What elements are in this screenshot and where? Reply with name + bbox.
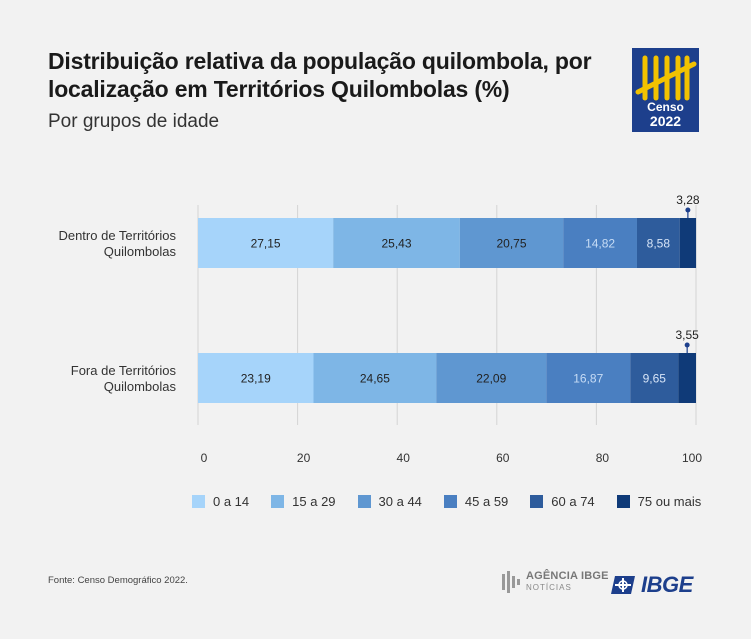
bar-segment	[636, 218, 680, 268]
legend-swatch	[530, 495, 544, 508]
bar-segment	[333, 218, 460, 268]
category-label: Fora de Territórios	[71, 363, 177, 378]
legend-item: 30 a 44	[357, 494, 422, 509]
callout-dot	[685, 207, 691, 213]
chart-title: Distribuição relativa da população quilo…	[48, 48, 592, 102]
censo-2022-logo: Censo 2022	[632, 48, 699, 132]
bar-segment	[198, 218, 334, 268]
ibge-wordmark: IBGE	[641, 572, 693, 597]
x-tick-label: 80	[596, 451, 610, 465]
category-label: Quilombolas	[104, 379, 177, 394]
bar-segment	[630, 353, 679, 403]
censo-logo-year: 2022	[650, 113, 681, 129]
legend-swatch	[192, 495, 205, 508]
legend-label: 75 ou mais	[637, 494, 702, 509]
agencia-ibge-logo: AGÊNCIA IBGE NOTÍCIAS	[500, 570, 609, 594]
legend-item: 75 ou mais	[616, 494, 702, 509]
data-label: 24,65	[360, 372, 390, 386]
x-tick-label: 0	[201, 451, 208, 465]
x-tick-label: 100	[682, 451, 702, 465]
legend-swatch	[443, 495, 457, 508]
category-label: Dentro de Territórios	[58, 228, 176, 243]
legend-label: 15 a 29	[292, 494, 336, 509]
legend-item: 0 a 14	[192, 494, 249, 509]
agencia-ibge-title: AGÊNCIA IBGE	[526, 570, 609, 582]
x-tick-label: 60	[496, 451, 510, 465]
bar-segment	[563, 218, 637, 268]
callout-dot	[684, 342, 690, 348]
legend-label: 30 a 44	[378, 494, 422, 509]
data-label: 3,55	[675, 328, 699, 342]
bar-segment	[436, 353, 547, 403]
chart-legend: 0 a 14 15 a 29 30 a 44 45 a 59 60 a 74 75 ou …	[192, 494, 723, 509]
agencia-ibge-subtitle: NOTÍCIAS	[526, 583, 572, 592]
x-tick-label: 40	[397, 451, 411, 465]
bar-segment	[546, 353, 631, 403]
bar-segment	[679, 218, 697, 268]
data-label: 8,58	[647, 237, 671, 251]
legend-swatch	[271, 495, 285, 508]
data-label: 9,65	[643, 372, 667, 386]
agencia-ibge-mark-icon	[502, 571, 520, 593]
chart-subtitle: Por grupos de idade	[48, 111, 220, 132]
legend-swatch	[357, 495, 371, 508]
data-label: 16,87	[573, 372, 603, 386]
censo-logo-word: Censo	[647, 100, 684, 114]
ibge-logo: IBGE	[609, 572, 693, 598]
data-label: 3,28	[676, 193, 700, 207]
legend-item: 45 a 59	[443, 494, 509, 509]
legend-item: 60 a 74	[530, 494, 595, 509]
data-label: 14,82	[585, 237, 615, 251]
category-label: Quilombolas	[104, 244, 177, 259]
legend-label: 60 a 74	[551, 494, 595, 509]
bar-segment	[678, 353, 696, 403]
source-note: Fonte: Censo Demográfico 2022.	[48, 575, 188, 586]
data-label: 20,75	[497, 237, 527, 251]
bar-segment	[313, 353, 437, 403]
bar-segment	[198, 353, 314, 403]
x-tick-label: 20	[297, 451, 311, 465]
data-label: 27,15	[251, 237, 281, 251]
legend-swatch	[616, 495, 630, 508]
data-label: 22,09	[476, 372, 506, 386]
legend-label: 0 a 14	[213, 494, 250, 509]
ibge-emblem-icon	[611, 576, 635, 594]
legend-item: 15 a 29	[271, 494, 336, 509]
bar-segment	[459, 218, 564, 268]
data-label: 25,43	[382, 237, 412, 251]
data-label: 23,19	[241, 372, 271, 386]
legend-label: 45 a 59	[464, 494, 509, 509]
